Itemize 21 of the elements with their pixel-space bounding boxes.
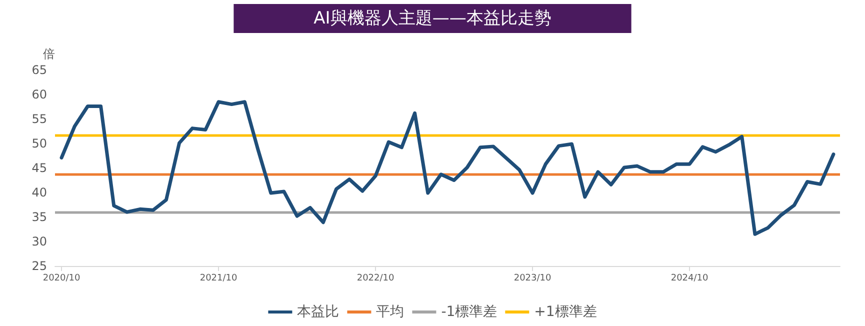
- x-tick-label: 2022/10: [356, 274, 395, 284]
- line-series: [60, 100, 836, 236]
- y-tick-label: 35: [32, 210, 47, 224]
- y-tick-label: 60: [32, 88, 47, 102]
- legend-label: 本益比: [297, 304, 340, 320]
- y-tick-label: 45: [32, 161, 47, 175]
- chart-title: AI與機器人主題——本益比走勢: [314, 8, 552, 28]
- legend-label: +1標準差: [534, 304, 597, 320]
- x-tick-label: 2023/10: [514, 274, 552, 284]
- y-tick-label: 65: [32, 63, 47, 77]
- x-tick-label: 2020/10: [42, 274, 81, 284]
- x-tick-label: 2024/10: [670, 274, 709, 284]
- y-tick-label: 30: [32, 234, 47, 248]
- y-tick-label: 40: [32, 186, 47, 200]
- legend-label: -1標準差: [441, 304, 498, 320]
- y-axis-title: 倍: [43, 47, 55, 61]
- y-tick-label: 50: [32, 136, 47, 150]
- legend-label: 平均: [376, 304, 404, 320]
- y-tick-label: 55: [32, 112, 47, 126]
- y-tick-label: 25: [32, 259, 47, 273]
- x-tick-label: 2021/10: [200, 274, 238, 284]
